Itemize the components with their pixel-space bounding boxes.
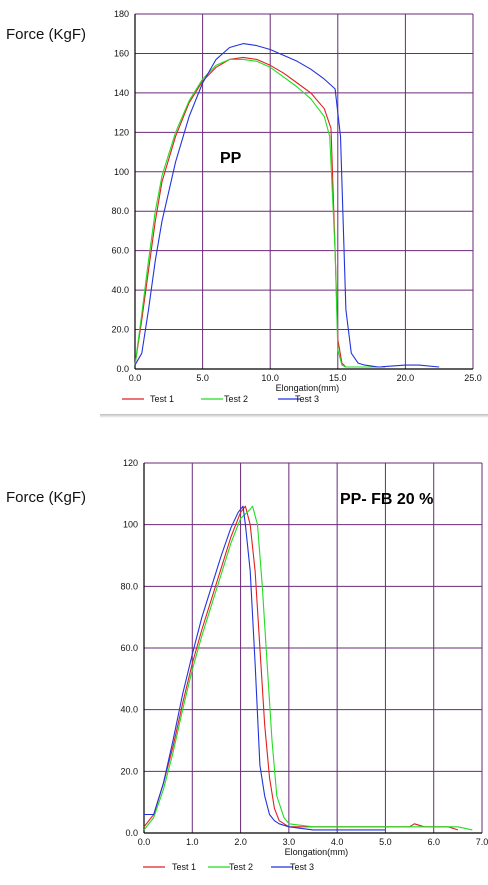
x-tick-label: 3.0 [283,837,296,847]
x-tick-label: 20.0 [397,373,415,383]
y-tick-label: 0.0 [125,828,138,838]
y-tick-label: 20.0 [111,325,129,335]
legend-label-test-1: Test 1 [150,394,174,404]
panel-bottom-edge [100,414,488,418]
chart-pp-panel: Force (KgF) 0.0 5.0 10.0 15.0 20.0 25.0 0.0 20.… [0,0,488,420]
y-tick-label: 0.0 [116,364,129,374]
x-tick-label: 0.0 [129,373,142,383]
legend-label-test-2: Test 2 [224,394,248,404]
y-tick-label: 40.0 [120,705,138,715]
x-tick-label: 10.0 [261,373,279,383]
x-tick-label: 5.0 [196,373,209,383]
x-tick-label: 0.0 [138,837,151,847]
x-tick-label: 2.0 [234,837,247,847]
y-tick-label: 100 [114,167,129,177]
y-tick-label: 60.0 [111,246,129,256]
legend-label-test-3: Test 3 [295,394,319,404]
y-tick-label: 180 [114,9,129,19]
chart-title: PP- FB 20 % [340,491,433,508]
legend-label-test-3: Test 3 [290,862,314,872]
series-line-test-3 [144,505,386,831]
legend-label-test-1: Test 1 [172,862,196,872]
x-tick-label: 4.0 [331,837,344,847]
x-axis-label: Elongation(mm) [285,847,349,857]
chart-pp-fb: 0.0 1.0 2.0 3.0 4.0 5.0 6.0 7.0 0.0 20.0 40.0 60.0 8… [120,458,488,872]
y-axis-label: Force (KgF) [6,489,87,506]
y-tick-label: 120 [123,458,138,468]
x-axis-label: Elongation(mm) [276,383,340,393]
y-tick-label: 100 [123,520,138,530]
y-tick-label: 160 [114,48,129,58]
chart-title: PP [220,150,242,167]
x-tick-label: 6.0 [427,837,440,847]
y-tick-label: 20.0 [120,766,138,776]
series-line-test-3 [134,43,440,368]
series-line-test-1 [134,56,365,368]
x-tick-label: 5.0 [379,837,392,847]
legend-label-test-2: Test 2 [229,862,253,872]
x-tick-label: 7.0 [476,837,488,847]
x-tick-label: 15.0 [329,373,347,383]
y-axis-label: Force (KgF) [6,26,87,43]
y-tick-label: 120 [114,127,129,137]
x-tick-label: 1.0 [186,837,199,847]
x-tick-label: 25.0 [464,373,482,383]
y-tick-label: 40.0 [111,285,129,295]
chart-pp-fb-panel: Force (KgF) 0.0 1.0 2.0 3.0 4.0 5.0 6.0 7.0 0.0 2… [0,448,488,885]
series-line-test-1 [143,505,459,831]
chart-pp: 0.0 5.0 10.0 15.0 20.0 25.0 0.0 20.0 40.0 60.0 80.… [111,9,482,404]
y-tick-label: 80.0 [111,206,129,216]
y-tick-label: 80.0 [120,581,138,591]
y-tick-label: 140 [114,88,129,98]
y-tick-label: 60.0 [120,643,138,653]
series-line-test-2 [143,505,473,831]
series-line-test-2 [134,58,386,368]
